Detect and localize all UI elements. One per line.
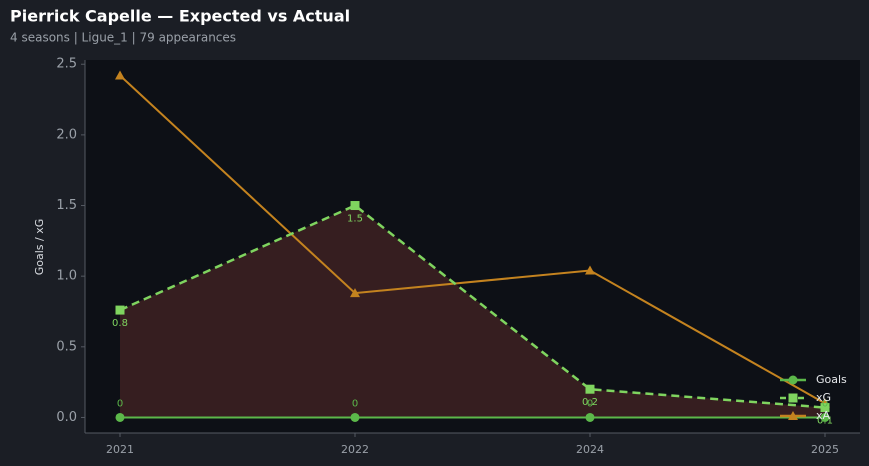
data-point (585, 384, 595, 394)
y-tick-label: 1.0 (56, 269, 77, 284)
value-label: 0 (352, 398, 358, 409)
x-tick-label: 2025 (811, 443, 839, 456)
y-axis-label: Goals / xG (33, 219, 46, 276)
legend-label: Goals (816, 373, 847, 386)
x-tick-label: 2024 (576, 443, 604, 456)
series-line (119, 74, 826, 405)
x-tick-label: 2021 (106, 443, 134, 456)
x-tick-label: 2022 (341, 443, 369, 456)
y-tick-label: 2.0 (56, 127, 77, 142)
data-point (820, 403, 830, 413)
y-tick-label: 1.5 (56, 198, 77, 213)
gap-area (120, 205, 825, 418)
legend-label: xA (816, 409, 831, 422)
chart-title: Pierrick Capelle — Expected vs Actual (10, 7, 350, 26)
data-point (115, 305, 125, 315)
chart-subtitle: 4 seasons | Ligue_1 | 79 appearances (10, 31, 236, 45)
data-point (585, 265, 595, 275)
value-label: 0 (117, 398, 123, 409)
data-point (115, 412, 125, 422)
value-label: 0 (822, 398, 828, 409)
y-tick-label: 2.5 (56, 57, 77, 72)
y-tick-label: 0.5 (56, 339, 77, 354)
data-point (115, 70, 125, 80)
data-point (350, 288, 360, 298)
value-label: 0 (587, 398, 593, 409)
data-point (350, 412, 360, 422)
legend-label: xG (816, 391, 831, 404)
data-point (585, 412, 595, 422)
data-point (820, 412, 830, 422)
value-label: 0.2 (582, 397, 598, 408)
legend-marker (788, 393, 798, 403)
y-tick-label: 0.0 (56, 410, 77, 425)
value-label: 1.5 (347, 214, 363, 225)
data-point (350, 201, 360, 211)
value-label: 0.8 (112, 318, 128, 329)
legend-marker (788, 375, 798, 385)
legend-marker (788, 411, 798, 420)
series-line (119, 204, 826, 409)
